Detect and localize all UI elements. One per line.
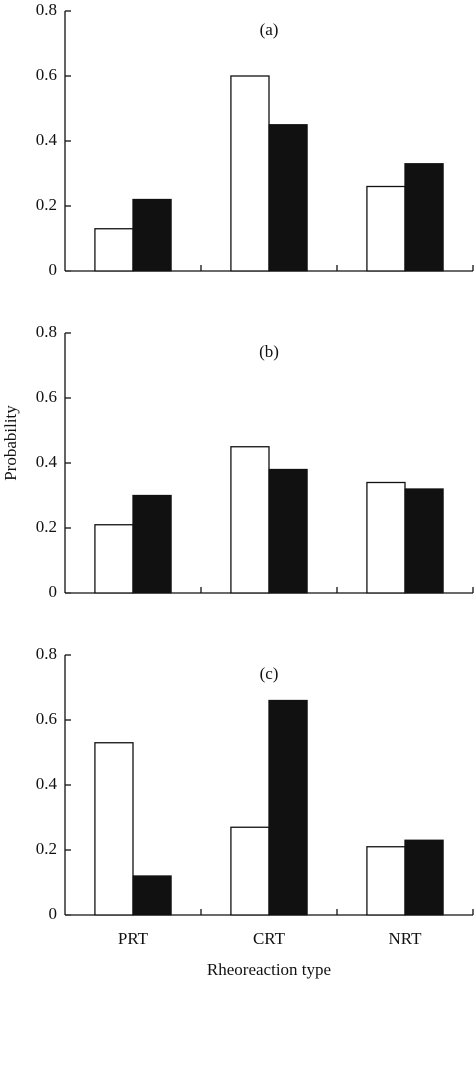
- bar: [94, 742, 134, 916]
- y-tick-label: 0.2: [36, 195, 57, 214]
- y-tick-label: 0: [49, 582, 58, 601]
- y-tick-label: 0.2: [36, 517, 57, 536]
- bar: [366, 481, 406, 594]
- bar: [404, 163, 444, 272]
- bar: [366, 185, 406, 272]
- y-tick-label: 0.8: [36, 0, 57, 19]
- y-tick-label: 0.8: [36, 322, 57, 341]
- panel-label: (b): [259, 342, 279, 361]
- bar: [94, 228, 134, 272]
- bar: [230, 826, 270, 916]
- bar: [230, 75, 270, 272]
- x-tick-label: PRT: [118, 929, 149, 948]
- y-axis-label: Probability: [1, 405, 20, 481]
- bar: [94, 524, 134, 594]
- panel-label: (a): [260, 20, 279, 39]
- x-tick-label: NRT: [389, 929, 423, 948]
- y-tick-label: 0.2: [36, 839, 57, 858]
- y-tick-label: 0.4: [36, 130, 58, 149]
- bar: [366, 846, 406, 916]
- x-tick-label: CRT: [253, 929, 286, 948]
- bar: [132, 198, 172, 272]
- y-tick-label: 0.6: [36, 65, 57, 84]
- y-tick-label: 0: [49, 260, 58, 279]
- y-tick-label: 0.6: [36, 709, 57, 728]
- bar: [132, 875, 172, 916]
- bar: [132, 494, 172, 594]
- y-tick-label: 0.4: [36, 452, 58, 471]
- bar: [230, 446, 270, 594]
- bar: [404, 839, 444, 916]
- x-axis-label: Rheoreaction type: [207, 960, 331, 979]
- panel-label: (c): [260, 664, 279, 683]
- y-tick-label: 0: [49, 904, 58, 923]
- bar: [268, 468, 308, 594]
- bar: [268, 124, 308, 272]
- y-tick-label: 0.6: [36, 387, 57, 406]
- y-tick-label: 0.4: [36, 774, 58, 793]
- bar: [404, 488, 444, 594]
- y-tick-label: 0.8: [36, 644, 57, 663]
- bar: [268, 699, 308, 916]
